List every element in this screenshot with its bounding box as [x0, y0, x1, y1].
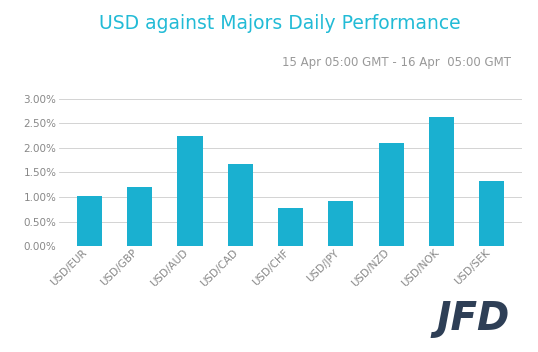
Bar [178, 136, 202, 246]
Bar [429, 117, 454, 246]
Bar [228, 164, 253, 246]
Bar [77, 196, 102, 246]
Text: 15 Apr 05:00 GMT - 16 Apr  05:00 GMT: 15 Apr 05:00 GMT - 16 Apr 05:00 GMT [282, 56, 511, 69]
Bar [379, 143, 404, 246]
Text: USD against Majors Daily Performance: USD against Majors Daily Performance [99, 14, 461, 33]
Bar [328, 201, 353, 246]
Bar [278, 208, 303, 246]
Bar [479, 181, 504, 246]
Bar [127, 187, 152, 246]
Text: JFD: JFD [437, 300, 510, 338]
